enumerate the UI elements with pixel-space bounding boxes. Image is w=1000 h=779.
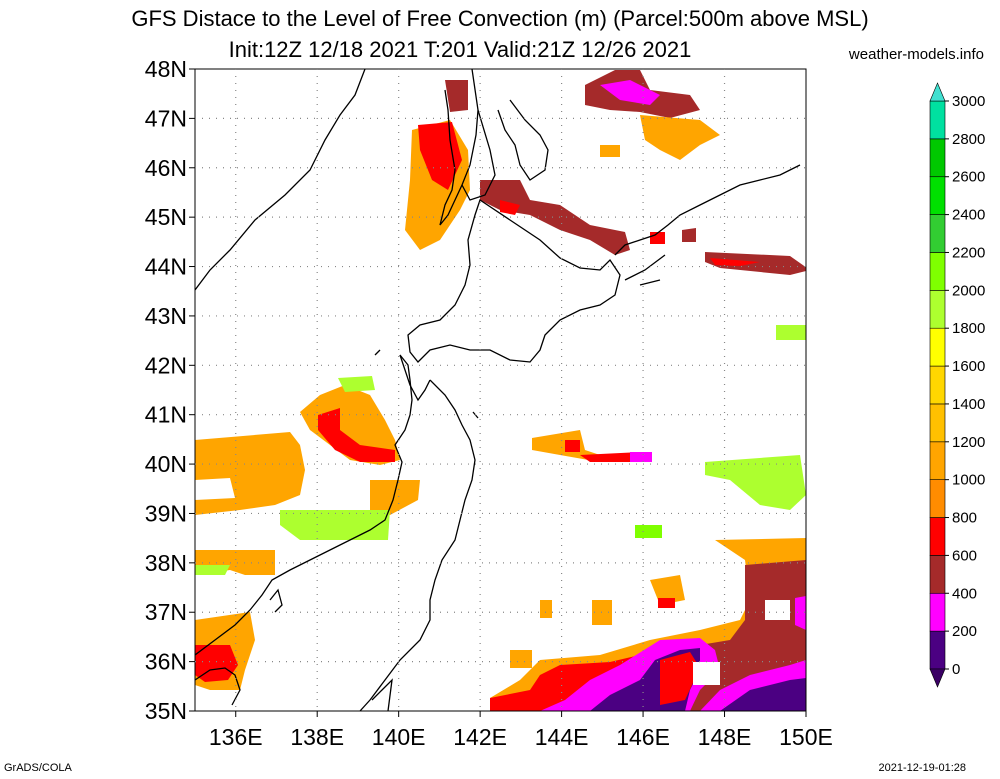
longitude-axis: 136E 138E 140E 142E 144E 146E 148E 150E [209, 711, 833, 750]
colorbar-segment [929, 327, 946, 367]
colorbar-segment [929, 290, 946, 329]
colorbar-segment [929, 517, 946, 556]
site-credit: weather-models.info [848, 46, 984, 63]
colorbar-label: 800 [952, 510, 977, 527]
colorbar-label: 1600 [952, 358, 985, 375]
colorbar-segment [929, 365, 946, 405]
colorbar-label: 2600 [952, 169, 985, 186]
map-frame [194, 68, 807, 712]
chart-title: GFS Distace to the Level of Free Convect… [131, 6, 869, 31]
colorbar-label: 200 [952, 623, 977, 640]
colorbar-label: 1000 [952, 472, 985, 489]
colorbar-label: 600 [952, 547, 977, 564]
colorbar-segment [929, 138, 946, 178]
colorbar-segment [929, 403, 946, 443]
lat-label: 44N [145, 254, 187, 280]
lat-label: 48N [145, 56, 187, 82]
lon-label: 144E [535, 724, 589, 750]
lon-label: 138E [290, 724, 344, 750]
footer-timestamp: 2021-12-19-01:28 [878, 762, 966, 774]
lat-label: 37N [145, 599, 187, 625]
graticule [195, 69, 806, 711]
footer-software: GrADS/COLA [4, 762, 72, 774]
colorbar-segment [929, 100, 946, 140]
lat-label: 43N [145, 303, 187, 329]
colorbar-over-arrow [929, 82, 946, 102]
lat-label: 40N [145, 451, 187, 477]
colorbar-label: 2000 [952, 282, 985, 299]
colorbar-segment [929, 630, 946, 670]
colorbar-segment [929, 176, 946, 215]
lat-label: 47N [145, 105, 187, 131]
colorbar-segment [929, 214, 946, 253]
colorbar-label: 400 [952, 585, 977, 602]
lat-label: 35N [145, 698, 187, 724]
colorbar: 0 200 400 600 800 1000 1200 1400 1600 1800 2000 220… [929, 82, 985, 688]
colorbar-label: 1400 [952, 396, 985, 413]
latitude-axis: 35N 36N 37N 38N 39N 40N 41N 42N 43N 44N 45N 46N 47N 4… [145, 56, 195, 724]
colorbar-label: 3000 [952, 93, 985, 110]
lon-label: 150E [779, 724, 833, 750]
lon-label: 148E [698, 724, 752, 750]
colorbar-segment [929, 479, 946, 518]
lon-label: 136E [209, 724, 263, 750]
colorbar-under-arrow [929, 668, 946, 688]
colorbar-segment [929, 252, 946, 291]
lat-label: 38N [145, 550, 187, 576]
colorbar-label: 2200 [952, 244, 985, 261]
lfc-shading [195, 70, 806, 711]
colorbar-segment [929, 441, 946, 480]
lat-label: 36N [145, 649, 187, 675]
colorbar-label: 2800 [952, 131, 985, 148]
lat-label: 39N [145, 500, 187, 526]
colorbar-label: 1200 [952, 434, 985, 451]
chart-subtitle: Init:12Z 12/18 2021 T:201 Valid:21Z 12/2… [228, 37, 692, 62]
lon-label: 142E [453, 724, 507, 750]
lon-label: 140E [372, 724, 426, 750]
colorbar-segment [929, 555, 946, 594]
lat-label: 46N [145, 155, 187, 181]
lon-label: 146E [616, 724, 670, 750]
colorbar-label: 0 [952, 661, 960, 678]
colorbar-label: 2400 [952, 207, 985, 224]
lat-label: 45N [145, 204, 187, 230]
coastlines [195, 69, 801, 711]
lat-label: 41N [145, 402, 187, 428]
lat-label: 42N [145, 352, 187, 378]
colorbar-segment [929, 592, 946, 632]
colorbar-label: 1800 [952, 320, 985, 337]
